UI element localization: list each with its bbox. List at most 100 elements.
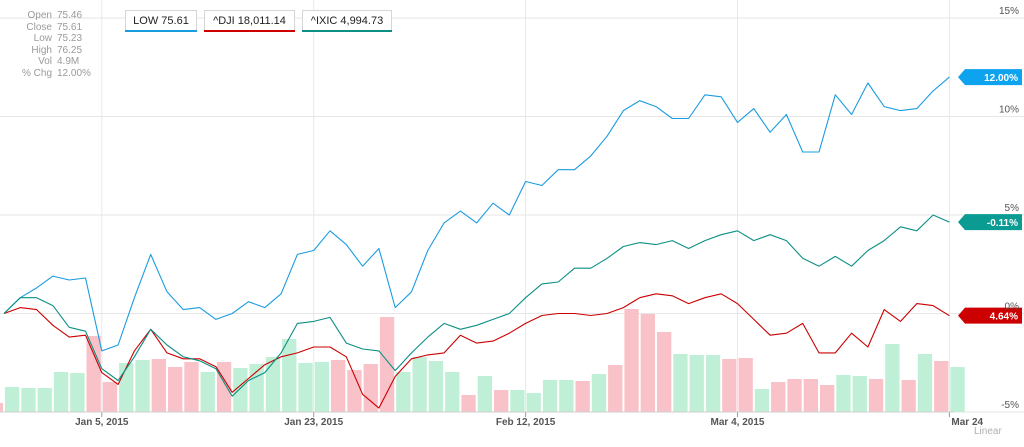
legend-label-low: LOW 75.61 — [133, 15, 189, 27]
volume-bar — [70, 373, 85, 412]
volume-bar — [249, 364, 264, 412]
volume-bar — [0, 403, 3, 412]
info-value: 75.46 — [57, 10, 83, 21]
info-key: % Chg — [21, 67, 52, 79]
info-value: 12.00% — [57, 67, 91, 79]
legend-label-dji: ^DJI 18,011.14 — [213, 15, 286, 27]
volume-bar — [265, 357, 281, 412]
info-value: 76.25 — [57, 44, 83, 56]
x-tick-label: Jan 5, 2015 — [75, 417, 129, 428]
volume-bar — [37, 388, 52, 412]
y-tick-label: -5% — [1001, 400, 1019, 411]
volume-bar — [314, 362, 329, 412]
y-tick-label: 15% — [999, 6, 1019, 17]
volume-bar — [347, 370, 362, 412]
end-value-label: -0.11% — [987, 218, 1018, 229]
series-line-dji — [3, 293, 950, 409]
volume-bar — [168, 367, 183, 412]
volume-bar — [673, 354, 688, 412]
legend-label-ixic: ^IXIC 4,994.73 — [310, 15, 384, 27]
volume-bar — [135, 360, 150, 412]
legend-item-low[interactable]: LOW 75.61 — [125, 10, 197, 32]
info-key: High — [31, 44, 52, 56]
volume-bar — [363, 364, 378, 412]
volume-bar — [738, 358, 753, 412]
volume-bar — [5, 387, 20, 412]
volume-bar — [21, 388, 36, 412]
x-axis-ticks: Jan 5, 2015 Jan 23, 2015 Feb 12, 2015 Mar 4… — [0, 411, 984, 428]
volume-bar — [151, 359, 166, 412]
volume-bar — [445, 372, 460, 412]
volume-bar — [461, 395, 476, 412]
volume-bar — [102, 382, 118, 412]
x-tick-label: Mar 24 — [951, 417, 983, 428]
volume-bar — [200, 372, 215, 412]
volume-bar — [298, 363, 313, 412]
volume-bar — [86, 336, 101, 412]
volume-bar — [494, 390, 509, 412]
scale-type-label[interactable]: Linear — [974, 426, 1002, 437]
volume-bar — [591, 374, 607, 412]
legend-item-ixic[interactable]: ^IXIC 4,994.73 — [302, 10, 392, 32]
info-row-close: Close 75.61 — [6, 22, 98, 34]
volume-bar — [331, 360, 346, 412]
info-key: Open — [27, 10, 52, 21]
volume-bar — [510, 390, 525, 412]
volume-bar — [657, 332, 672, 412]
volume-bar — [233, 368, 248, 412]
volume-bar — [542, 380, 558, 412]
volume-bar — [282, 339, 297, 412]
info-row-pct-chg: % Chg 12.00% — [6, 68, 98, 80]
volume-bar — [771, 382, 786, 412]
volume-bar — [608, 365, 623, 412]
end-value-tag — [958, 307, 1022, 324]
volume-bar — [184, 362, 199, 412]
volume-bar — [754, 389, 770, 412]
volume-bar — [885, 344, 900, 412]
volume-bar — [705, 355, 721, 412]
volume-bar — [575, 381, 590, 412]
volume-bar — [852, 376, 867, 412]
series-lines — [3, 76, 950, 409]
volume-bar — [934, 361, 949, 412]
volume-bar — [379, 317, 395, 412]
volume-bar — [412, 357, 427, 412]
info-value: 75.23 — [57, 33, 83, 45]
info-row-open: Open 75.46 — [6, 10, 98, 22]
info-row-low: Low 75.23 — [6, 33, 98, 45]
end-value-tag — [958, 69, 1022, 86]
info-row-vol: Vol 4.9M — [6, 56, 98, 68]
y-tick-label: 0% — [1005, 302, 1020, 313]
y-axis-ticks: 15% 10% 5% 0% -5% — [999, 6, 1019, 411]
info-key: Vol — [38, 56, 52, 68]
quote-info-panel: Open 75.46 Close 75.61 Low 75.23 High 76.25 … — [6, 10, 98, 80]
volume-bar — [868, 379, 884, 412]
x-tick-label: Feb 12, 2015 — [496, 417, 556, 428]
volume-bar — [787, 379, 802, 412]
x-tick-label: Mar 4, 2015 — [711, 417, 765, 428]
info-value: 75.61 — [57, 21, 83, 33]
end-labels: 12.00% 4.64% -0.11% — [958, 69, 1022, 324]
end-value-tag — [958, 214, 1022, 231]
volume-bar — [119, 363, 134, 412]
legend-item-dji[interactable]: ^DJI 18,011.14 — [204, 10, 295, 32]
info-value: 4.9M — [57, 56, 80, 68]
volume-bar — [803, 379, 818, 412]
end-value-label: 4.64% — [990, 312, 1018, 323]
y-tick-label: 5% — [1005, 203, 1020, 214]
volume-bar — [917, 354, 933, 412]
legend-color-bar — [204, 30, 295, 32]
volume-bar — [624, 309, 639, 412]
volume-bar — [559, 380, 574, 412]
series-line-low — [3, 76, 950, 352]
volume-bar — [477, 376, 492, 412]
x-tick-label: Jan 23, 2015 — [284, 417, 343, 428]
volume-bar — [820, 385, 835, 412]
volume-bar — [396, 372, 411, 412]
info-key: Close — [26, 21, 52, 33]
legend-color-bar — [125, 30, 197, 32]
volume-bars — [0, 309, 965, 412]
info-row-high: High 76.25 — [6, 45, 98, 57]
end-value-label: 12.00% — [984, 73, 1018, 84]
